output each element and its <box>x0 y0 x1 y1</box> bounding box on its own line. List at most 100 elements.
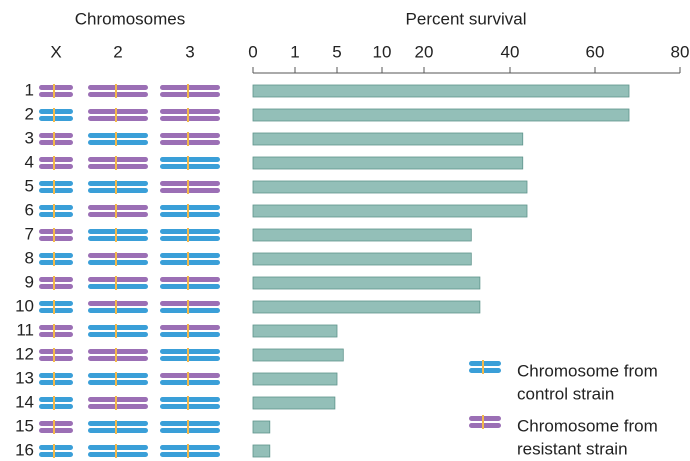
chromosome <box>39 284 73 289</box>
chromosome <box>88 229 148 234</box>
chromosome <box>39 325 73 330</box>
bar <box>253 85 629 97</box>
chromosome <box>160 253 220 258</box>
chromosome <box>160 356 220 361</box>
bar <box>253 133 523 145</box>
bar <box>253 373 337 385</box>
row-label: 12 <box>15 344 34 363</box>
x-tick-label: 80 <box>671 42 690 61</box>
chromosome <box>39 445 73 450</box>
chromosome <box>88 421 148 426</box>
chromosome <box>39 277 73 282</box>
column-title: Chromosomes <box>75 9 186 28</box>
chromosome <box>88 301 148 306</box>
chromosome <box>88 284 148 289</box>
row-label: 8 <box>25 248 34 267</box>
x-tick-label: 1 <box>290 42 299 61</box>
chromosome <box>39 236 73 241</box>
chromosome <box>39 397 73 402</box>
chromosome <box>88 325 148 330</box>
x-tick-label: 10 <box>373 42 392 61</box>
row-label: 10 <box>15 296 34 315</box>
chromosome <box>160 404 220 409</box>
chromosome <box>39 404 73 409</box>
chromosome <box>39 109 73 114</box>
chromosome <box>39 133 73 138</box>
bar <box>253 301 480 313</box>
chromosome <box>39 85 73 90</box>
legend-label: resistant strain <box>517 439 628 458</box>
chromosome <box>88 181 148 186</box>
row-label: 15 <box>15 416 34 435</box>
bar <box>253 253 471 265</box>
row-label: 5 <box>25 176 34 195</box>
chromosome <box>88 212 148 217</box>
chromosome <box>39 308 73 313</box>
legend-label: Chromosome from <box>517 361 658 380</box>
chromosome <box>88 164 148 169</box>
chromosome <box>88 253 148 258</box>
chromosome <box>160 133 220 138</box>
bar <box>253 157 523 169</box>
chromosome <box>160 277 220 282</box>
chromosome <box>39 373 73 378</box>
chromosome <box>88 157 148 162</box>
chromosome <box>160 325 220 330</box>
bar <box>253 229 471 241</box>
axis-title: Percent survival <box>406 9 527 28</box>
x-tick-label: 40 <box>501 42 520 61</box>
chromosome <box>160 188 220 193</box>
chromosome <box>39 253 73 258</box>
chromosome <box>160 181 220 186</box>
chromosome <box>39 380 73 385</box>
chromosome <box>39 116 73 121</box>
chromosome <box>39 181 73 186</box>
chromosome <box>39 421 73 426</box>
legend-icon <box>469 416 501 421</box>
chromosome <box>88 188 148 193</box>
chromosome <box>39 356 73 361</box>
chromosome <box>160 236 220 241</box>
chromosome <box>160 373 220 378</box>
chromosome <box>88 397 148 402</box>
bar <box>253 421 270 433</box>
chromosome <box>160 301 220 306</box>
bar <box>253 277 480 289</box>
chromosome <box>39 229 73 234</box>
chromosome <box>39 260 73 265</box>
row-label: 11 <box>16 320 34 339</box>
legend-icon <box>469 423 501 428</box>
bar <box>253 445 270 457</box>
chromosome <box>160 212 220 217</box>
row-label: 2 <box>25 104 34 123</box>
chromosome <box>160 85 220 90</box>
chromosome <box>160 205 220 210</box>
row-label: 6 <box>25 200 34 219</box>
chromosome <box>160 332 220 337</box>
chromosome <box>39 428 73 433</box>
chart: Chromosomes Percent survival 01510204060… <box>0 0 690 461</box>
chromosome <box>160 109 220 114</box>
chromosome <box>39 157 73 162</box>
chromosome <box>160 229 220 234</box>
chromosome <box>160 92 220 97</box>
chromosome <box>88 332 148 337</box>
row-label: 13 <box>15 368 34 387</box>
chromosome <box>160 349 220 354</box>
chromosome <box>88 404 148 409</box>
chromosome <box>88 373 148 378</box>
chromosome <box>160 445 220 450</box>
column-label: 3 <box>185 42 194 61</box>
chromosome <box>88 109 148 114</box>
chromosome <box>160 397 220 402</box>
chromosome <box>88 140 148 145</box>
row-label: 9 <box>25 272 34 291</box>
x-tick-label: 5 <box>332 42 341 61</box>
x-tick-label: 20 <box>415 42 434 61</box>
chromosome <box>88 308 148 313</box>
chromosome <box>160 157 220 162</box>
chromosome <box>39 140 73 145</box>
chromosome <box>88 205 148 210</box>
chromosome <box>88 92 148 97</box>
chromosome <box>39 349 73 354</box>
